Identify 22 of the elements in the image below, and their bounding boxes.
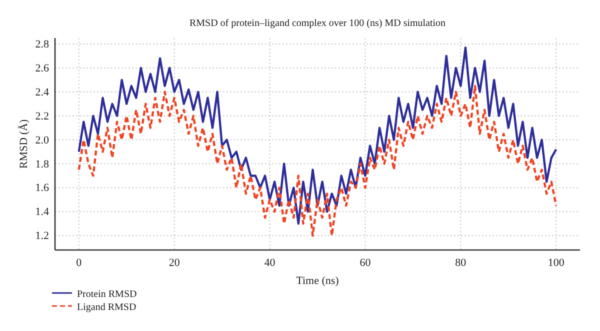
- y-tick-label: 2.8: [35, 38, 50, 51]
- y-axis-title: RMSD (Å): [17, 119, 30, 169]
- x-tick-label: 40: [264, 256, 276, 269]
- y-tick-label: 1.8: [35, 158, 50, 170]
- x-tick-label: 80: [455, 256, 467, 269]
- x-tick-label: 60: [360, 256, 372, 269]
- chart-title: RMSD of protein–ligand complex over 100 (ns) MD simulation: [189, 18, 446, 29]
- line-series: [78, 46, 558, 225]
- legend-label: Ligand RMSD: [77, 302, 136, 313]
- x-tick-label: 20: [168, 256, 180, 269]
- x-tick-label: 0: [76, 256, 82, 269]
- x-axis-title: Time (ns): [296, 275, 340, 287]
- x-tick-label: 100: [548, 256, 565, 269]
- legend-label: Protein RMSD: [77, 289, 137, 300]
- y-tick-label: 1.4: [35, 206, 50, 218]
- y-tick-label: 1.6: [35, 182, 50, 194]
- y-tick-label: 2.0: [35, 134, 50, 146]
- y-tick-label: 2.4: [35, 86, 50, 98]
- line-series: [78, 84, 558, 237]
- y-tick-label: 1.2: [35, 230, 49, 242]
- y-tick-label: 2.6: [35, 62, 50, 74]
- y-tick-label: 2.2: [35, 110, 49, 122]
